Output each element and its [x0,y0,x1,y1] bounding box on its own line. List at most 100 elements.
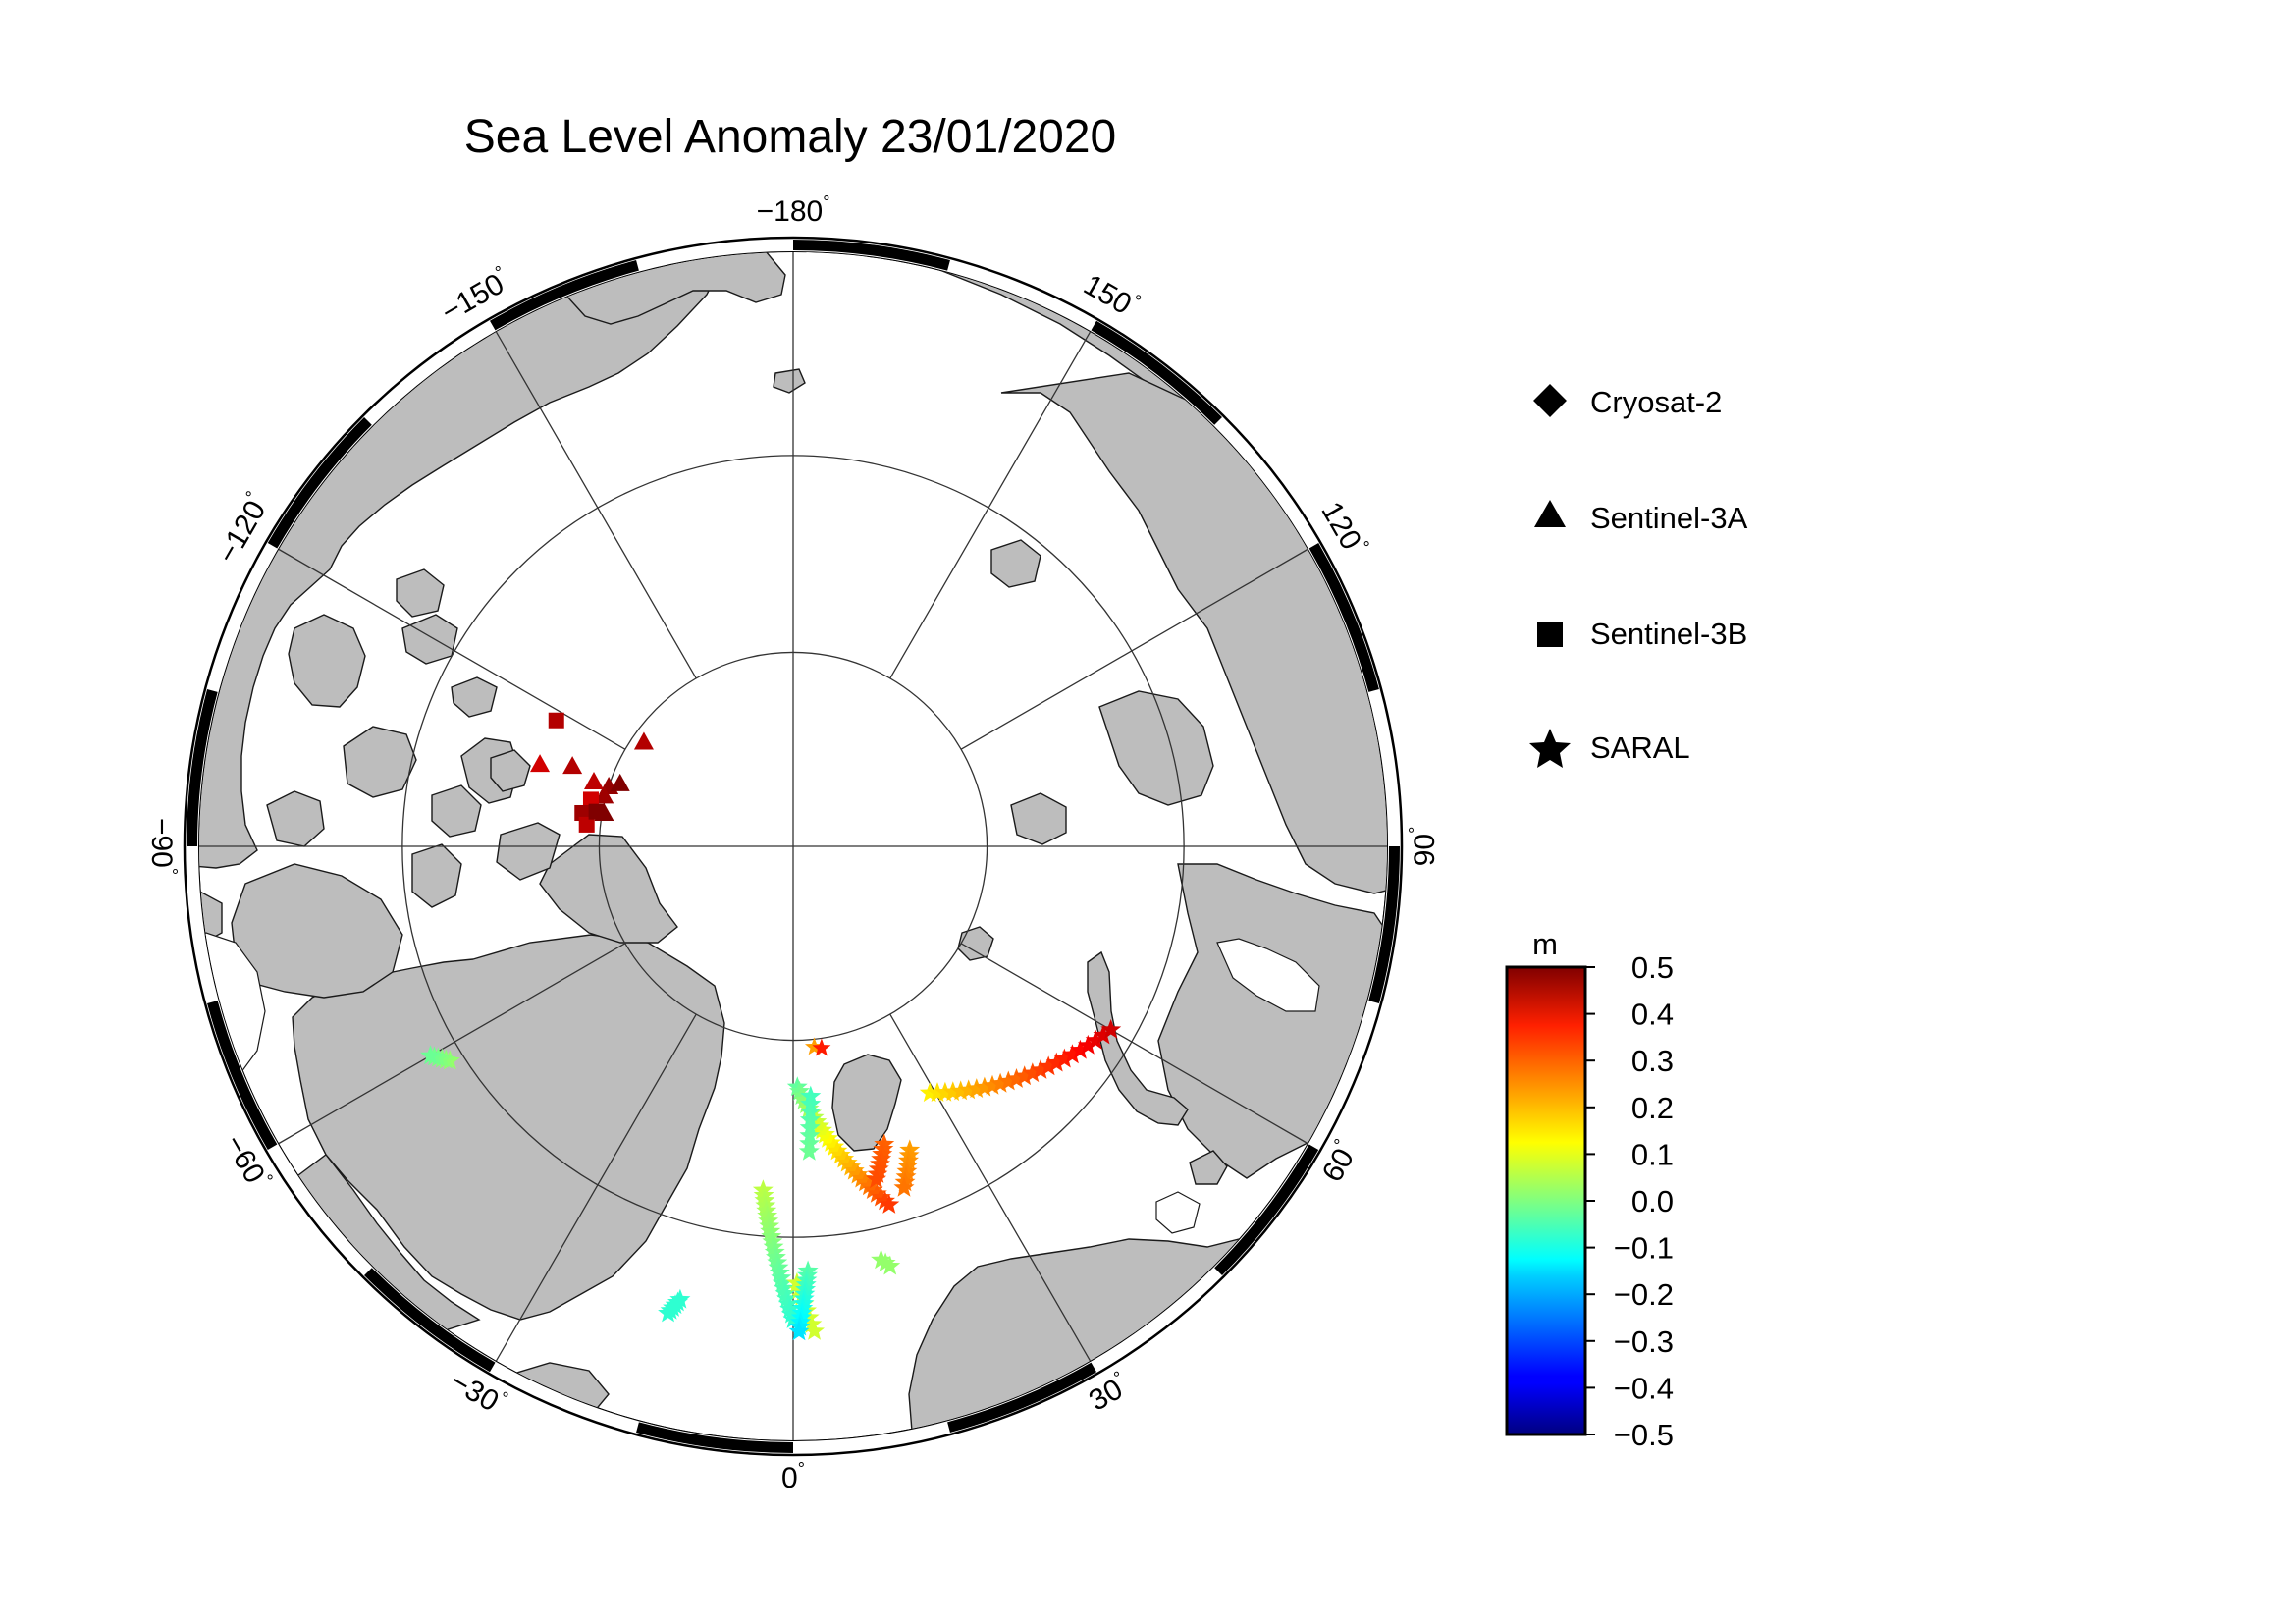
saral-marker [866,1182,887,1203]
sentinel-3a-marker [530,754,551,773]
longitude-label: 150° [1078,266,1145,325]
frame-segment [267,417,372,549]
map-title: Sea Level Anomaly 23/01/2020 [464,111,1117,163]
saral-marker [893,1176,915,1197]
colorbar-tick-label: 0.2 [1631,1091,1674,1125]
frame-segment [1368,846,1400,1003]
devon-island [411,843,462,908]
saral-marker [798,1140,820,1161]
saral-marker [843,1160,865,1180]
saral-marker [982,1074,1003,1095]
saral-marker [1030,1059,1051,1079]
map-frame-outer [183,236,1404,1457]
longitude-label: 120° [1314,495,1373,562]
saral-marker [855,1171,876,1192]
saral-marker [827,1140,848,1161]
sentinel-3b-marker [588,803,605,820]
saral-marker [1045,1052,1067,1072]
saral-marker [1053,1048,1075,1068]
saral-marker [812,1038,831,1056]
legend-label: Sentinel-3A [1590,501,1748,535]
meridian-line [889,331,1092,679]
graticule [199,252,1387,1440]
frame-segment [364,1268,496,1373]
saral-marker [789,1080,810,1101]
sla-observations [420,712,1122,1341]
frame-segment [490,260,639,331]
saral-marker [862,1179,883,1199]
saral-marker [966,1078,988,1098]
saral-marker [788,1321,810,1341]
longitude-label: 0° [781,1459,805,1494]
meridian-line [960,943,1308,1145]
sentinel-3a-marker [562,756,583,775]
saral-marker [1093,1024,1114,1045]
saral-marker [801,1313,823,1333]
legend-label: SARAL [1590,730,1690,765]
colorbar-tick-label: −0.4 [1614,1371,1674,1405]
white-sea [1155,1191,1201,1234]
colorbar-tick-label: 0.4 [1631,998,1674,1032]
saral-marker [847,1163,869,1184]
saral-marker [858,1175,880,1196]
sentinel-3b-marker [578,816,595,833]
colorbar-gradient [1505,965,1587,1436]
saral-marker [658,1302,678,1323]
colorbar-tick-label: 0.1 [1631,1137,1674,1171]
saral-marker [793,1089,815,1109]
new-siberian-islands [990,539,1041,588]
frame-segment [187,689,218,846]
frame-segment [636,1422,793,1453]
meridian-line [278,943,626,1145]
meridian-line [960,548,1308,750]
ellesmere-north [496,822,561,881]
saral-marker [812,1119,832,1140]
severnaya-zemlya [1010,792,1067,845]
wrangel-island [773,368,806,394]
somerset-island [431,784,482,838]
saral-marker [879,1194,900,1214]
longitude-label: −90° [145,818,181,875]
star-icon [1529,729,1571,768]
frame-segment [1308,543,1379,692]
saral-marker [840,1156,862,1176]
saral-marker [806,1110,828,1131]
king-william-island [266,790,325,847]
saral-marker [919,1082,940,1103]
greenland-landmass [292,934,725,1321]
saral-marker [1022,1062,1043,1083]
saral-marker [934,1081,956,1102]
triangle-icon [1534,500,1566,527]
frame-segment [947,1362,1096,1433]
meridian-line [495,331,697,679]
saral-marker [791,1085,813,1106]
saral-marker [997,1070,1019,1091]
meridian-line [495,1013,697,1362]
west-siberia-landmass [1157,863,1387,1179]
saral-marker [833,1148,855,1168]
prince-patrick-island [451,676,498,718]
saral-marker [782,1309,804,1328]
saral-marker [974,1076,995,1097]
colorbar-tick-label: −0.5 [1614,1418,1674,1452]
colorbar-tick-label: 0.3 [1631,1044,1674,1078]
legend-item-sentinel-3a: Sentinel-3A [1534,500,1748,535]
ellesmere-island [539,834,678,944]
saral-marker [880,1255,901,1275]
southampton-island [199,889,223,947]
sentinel-3a-marker [610,773,630,791]
colorbar-ticks: 0.5 0.4 0.3 0.2 0.1 0.0 −0.1 −0.2 −0.3 −0.4 −0.5 [1585,950,1674,1452]
frame-segment [793,240,950,271]
saral-marker [942,1081,964,1102]
saral-marker [1101,1019,1121,1038]
meridian-line [889,1013,1092,1362]
diamond-icon [1533,384,1567,417]
saral-marker [989,1072,1011,1093]
sentinel-3a-marker [594,785,614,804]
longitude-label: −180° [757,192,830,228]
saral-marker [1061,1044,1083,1064]
saral-marker [851,1167,873,1188]
saral-marker [829,1144,851,1164]
longitude-label: 60° [1313,1135,1364,1187]
